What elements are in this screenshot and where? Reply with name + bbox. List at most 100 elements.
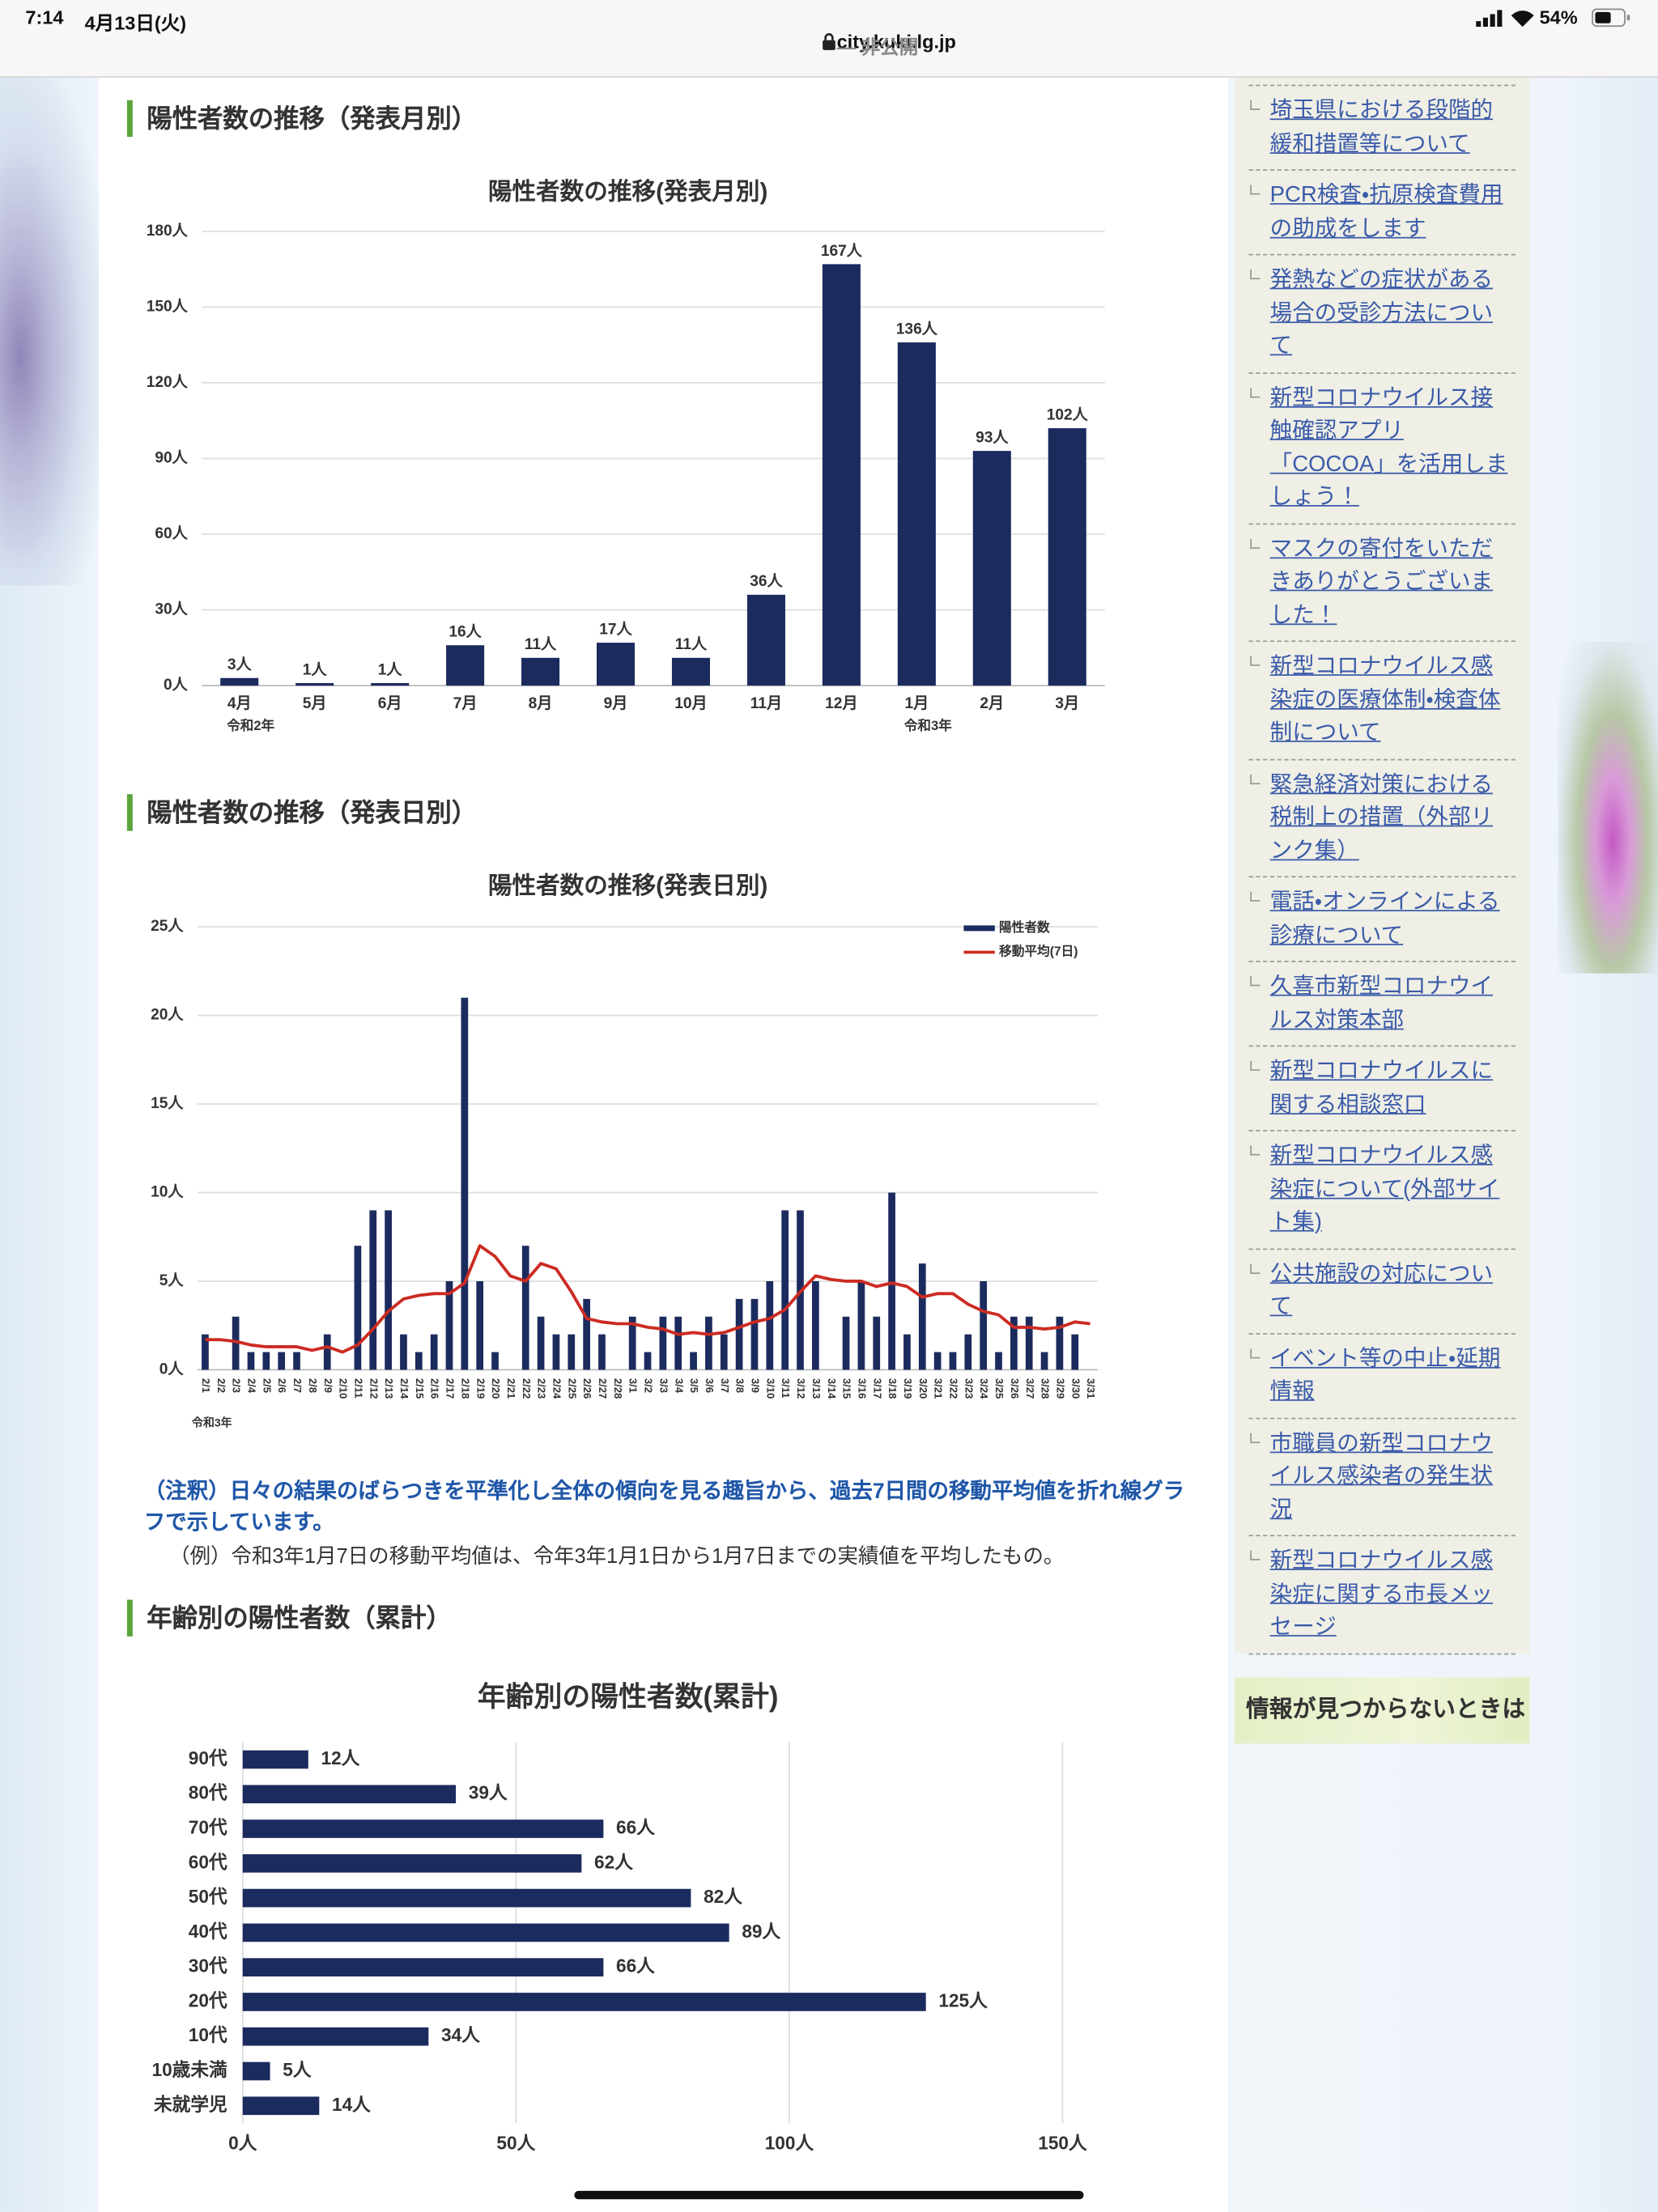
- x-tick-label: 150人: [1038, 2132, 1087, 2153]
- bar: [735, 1298, 743, 1370]
- x-tick-label: 100人: [765, 2132, 814, 2153]
- sidebar-link[interactable]: 新型コロナウイルス接触確認アプリ「COCOA」を活用しましょう！: [1269, 385, 1508, 510]
- bar: [521, 657, 560, 686]
- wifi-icon: [1511, 11, 1534, 28]
- x-tick-label: 2/22: [521, 1378, 533, 1399]
- bar: [278, 1352, 286, 1370]
- bar: [811, 1280, 819, 1370]
- bar: [705, 1316, 712, 1370]
- y-tick-label: 15人: [151, 1094, 184, 1112]
- sidebar-link[interactable]: 電話・オンラインによる診療について: [1269, 889, 1500, 948]
- data-label: 66人: [616, 1817, 655, 1838]
- bar: [476, 1280, 484, 1370]
- bar: [242, 1819, 604, 1838]
- annotation: 令和2年: [227, 717, 274, 733]
- y-tick-label: 50代: [189, 1886, 227, 1907]
- sidebar-link[interactable]: 久喜市新型コロナウイルス対策本部: [1269, 974, 1494, 1032]
- address-bar[interactable]: city.kuki.lg.jp — 非公開: [0, 31, 1658, 57]
- sidebar-link[interactable]: 市職員の新型コロナウイルス感染者の発生状況: [1269, 1431, 1494, 1522]
- lock-icon: [823, 33, 835, 50]
- banner[interactable]: 情報が見つからないときは: [1235, 1677, 1530, 1744]
- y-tick-label: 40代: [189, 1921, 227, 1942]
- y-tick-label: 90人: [155, 449, 188, 467]
- data-label: 82人: [704, 1886, 742, 1907]
- x-tick-label: 3/24: [978, 1378, 990, 1399]
- sidebar-link[interactable]: 発熱などの症状がある場合の受診方法について: [1269, 268, 1494, 359]
- bar: [242, 1993, 926, 2011]
- sidebar-link[interactable]: 緊急経済対策における税制上の措置（外部リンク集）: [1269, 772, 1494, 863]
- y-tick-label: 20人: [151, 1006, 184, 1024]
- sidebar-link[interactable]: 埼玉県における段階的緩和措置等について: [1269, 99, 1494, 156]
- x-tick-label: 3/7: [719, 1378, 731, 1393]
- bar: [671, 657, 711, 686]
- legend-label: 陽性者数: [999, 919, 1050, 935]
- bar: [568, 1334, 576, 1370]
- bar: [842, 1316, 850, 1370]
- bar: [746, 594, 785, 686]
- bar: [521, 1246, 529, 1370]
- sidebar-link[interactable]: 新型コロナウイルス感染症の医療体制・検査体制について: [1269, 654, 1501, 745]
- sidebar-link[interactable]: マスクの寄付をいただきありがとうございました！: [1269, 537, 1494, 627]
- x-tick-label: 2/4: [246, 1378, 258, 1394]
- x-tick-label: 2/16: [429, 1378, 441, 1399]
- x-tick-label: 4月: [227, 695, 252, 712]
- link-item: マスクの寄付をいただきありがとうございました！: [1248, 524, 1516, 643]
- x-tick-label: 2/23: [536, 1378, 548, 1399]
- link-item: イベント等の中止・延期情報: [1248, 1334, 1516, 1419]
- sidebar-link[interactable]: イベント等の中止・延期情報: [1269, 1346, 1501, 1404]
- x-tick-label: 2/11: [352, 1378, 364, 1399]
- bar: [857, 1280, 865, 1370]
- y-tick-label: 60人: [155, 524, 188, 542]
- x-tick-label: 7月: [453, 695, 478, 712]
- x-tick-label: 2/10: [338, 1378, 350, 1399]
- x-tick-label: 2/18: [459, 1378, 471, 1399]
- sidebar-link[interactable]: PCR検査・抗原検査費用の助成をします: [1269, 183, 1503, 241]
- sidebar-link[interactable]: 新型コロナウイルス感染症について(外部サイト集): [1269, 1144, 1500, 1235]
- bar: [1071, 1334, 1079, 1370]
- bar: [242, 1958, 604, 1976]
- sidebar-link[interactable]: 新型コロナウイルスに関する相談窓口: [1269, 1059, 1494, 1117]
- sidebar-link[interactable]: 新型コロナウイルス感染症に関する市長メッセージ: [1269, 1548, 1494, 1640]
- x-tick-label: 3/12: [795, 1378, 807, 1399]
- bar: [897, 342, 936, 686]
- data-label: 5人: [283, 2059, 312, 2080]
- link-item: 新型コロナウイルス接触確認アプリ「COCOA」を活用しましょう！: [1248, 373, 1516, 524]
- sidebar-link[interactable]: 公共施設の対応について: [1269, 1262, 1494, 1319]
- battery-level: 54%: [1539, 6, 1578, 28]
- link-item: 新型コロナウイルスに関する相談窓口: [1248, 1047, 1516, 1131]
- y-tick-label: 60代: [189, 1851, 227, 1872]
- data-label: 11人: [525, 635, 557, 653]
- x-tick-label: 3/20: [917, 1378, 929, 1399]
- bar: [822, 264, 861, 686]
- x-tick-label: 50人: [496, 2132, 535, 2153]
- bar: [430, 1334, 438, 1370]
- x-tick-label: 3/13: [810, 1378, 823, 1399]
- bar: [242, 2027, 429, 2046]
- x-tick-label: 2/6: [276, 1378, 288, 1393]
- data-label: 167人: [821, 242, 863, 260]
- y-tick-label: 120人: [147, 373, 189, 391]
- bar: [537, 1316, 545, 1370]
- data-label: 62人: [594, 1851, 633, 1872]
- bar: [933, 1352, 942, 1370]
- y-tick-label: 90代: [189, 1747, 227, 1768]
- bar: [720, 1334, 728, 1370]
- data-label: 12人: [321, 1747, 359, 1768]
- x-tick-label: 3/31: [1085, 1378, 1097, 1399]
- note: （注釈）日々の結果のばらつきを平準化し全体の傾向を見る趣旨から、過去7日間の移動…: [144, 1477, 1196, 1573]
- bar: [964, 1334, 972, 1370]
- data-label: 89人: [742, 1921, 780, 1942]
- section-heading: 陽性者数の推移（発表日別）: [126, 794, 477, 831]
- bar: [220, 677, 259, 686]
- bar: [293, 1352, 300, 1370]
- bar: [202, 1334, 209, 1370]
- bar: [628, 1316, 636, 1370]
- x-tick-label: 3/19: [902, 1378, 914, 1399]
- link-item: PCR検査・抗原検査費用の助成をします: [1248, 171, 1516, 256]
- y-tick-label: 70代: [189, 1817, 227, 1838]
- bar: [659, 1316, 667, 1370]
- data-label: 16人: [449, 623, 482, 641]
- y-tick-label: 10代: [189, 2024, 227, 2045]
